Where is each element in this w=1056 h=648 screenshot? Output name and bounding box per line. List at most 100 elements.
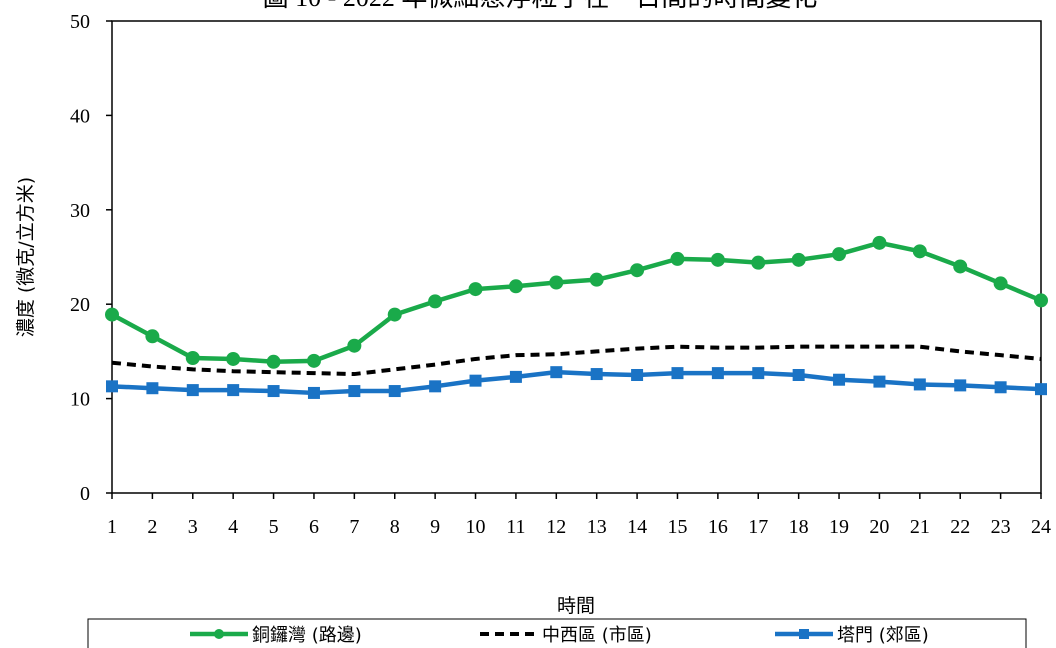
data-point (186, 384, 199, 397)
x-tick-label: 20 (869, 516, 889, 538)
data-point (630, 263, 645, 278)
legend-label: 塔門 (郊區) (837, 625, 929, 646)
x-tick-label: 5 (269, 516, 279, 538)
data-point (106, 380, 118, 393)
data-point (994, 381, 1007, 394)
data-point (791, 252, 806, 267)
legend-item: 銅鑼灣 (路邊) (190, 625, 362, 646)
data-point (388, 385, 401, 398)
x-tick-label: 1 (107, 516, 117, 538)
data-point (751, 255, 766, 270)
data-point (347, 338, 362, 353)
data-point (1035, 383, 1047, 396)
data-point (105, 307, 119, 322)
y-tick-label: 20 (70, 294, 90, 316)
series-銅鑼灣-路邊 (105, 235, 1048, 369)
x-tick-label: 2 (147, 516, 157, 538)
data-point (348, 385, 361, 398)
data-point (631, 369, 644, 381)
x-tick-label: 17 (748, 516, 768, 538)
y-axis: 0 10 20 30 40 50 (70, 11, 112, 505)
y-tick-label: 10 (70, 389, 90, 411)
series-layer (105, 235, 1048, 399)
x-tick-label: 15 (667, 516, 687, 538)
y-tick-label: 50 (70, 11, 90, 33)
data-point (469, 374, 482, 387)
data-point (509, 370, 522, 383)
y-tick-label: 40 (70, 105, 90, 127)
data-point (752, 367, 765, 380)
data-point (429, 380, 442, 393)
data-point (872, 235, 887, 250)
series-line (111, 369, 1042, 396)
x-tick-label: 24 (1031, 516, 1051, 538)
x-tick-label: 22 (950, 516, 970, 538)
data-point (146, 382, 159, 395)
data-point (670, 251, 685, 266)
data-point (226, 351, 241, 366)
x-tick-label: 18 (789, 516, 809, 538)
series-line (110, 240, 1042, 365)
x-tick-label: 23 (991, 516, 1011, 538)
data-point (1034, 293, 1048, 308)
data-point (550, 366, 563, 379)
series-中西區-市區 (111, 344, 1042, 377)
legend-marker (799, 629, 809, 639)
x-tick-label: 19 (829, 516, 849, 538)
x-tick-label: 16 (708, 516, 728, 538)
x-tick-label: 10 (466, 516, 486, 538)
plot-area (111, 20, 1042, 494)
x-axis-label: 時間 (557, 595, 595, 617)
legend-label: 中西區 (市區) (542, 625, 652, 646)
data-point (145, 329, 160, 344)
x-tick-label: 7 (349, 516, 359, 538)
x-tick-label: 3 (188, 516, 198, 538)
data-point (306, 353, 321, 368)
chart-title: 圖 10 - 2022 年微細懸浮粒子在一日間的時間變化 (263, 0, 818, 12)
x-tick-label: 4 (228, 516, 238, 538)
y-tick-label: 30 (70, 200, 90, 222)
legend-item: 塔門 (郊區) (775, 625, 929, 646)
data-point (953, 259, 968, 274)
series-line (111, 344, 1042, 377)
legend-label: 銅鑼灣 (路邊) (252, 625, 362, 646)
legend-box (87, 618, 1027, 648)
data-point (508, 279, 523, 294)
data-point (671, 367, 684, 380)
data-point (993, 276, 1008, 291)
x-tick-label: 13 (587, 516, 607, 538)
y-tick-label: 0 (80, 483, 90, 505)
x-tick-label: 6 (309, 516, 319, 538)
data-point (710, 252, 725, 267)
data-point (387, 307, 402, 322)
data-point (832, 247, 847, 262)
data-point (590, 368, 603, 381)
data-point (589, 272, 604, 287)
data-point (711, 367, 724, 380)
data-point (833, 373, 846, 386)
data-point (428, 294, 443, 309)
data-point (307, 386, 320, 399)
legend: 銅鑼灣 (路邊) 中西區 (市區) 塔門 (郊區) (190, 625, 929, 646)
data-point (912, 244, 927, 259)
data-point (185, 351, 200, 366)
data-point (954, 379, 967, 392)
data-point (267, 385, 280, 398)
data-point (227, 384, 240, 397)
x-tick-label: 14 (627, 516, 647, 538)
data-point (549, 275, 564, 290)
x-tick-label: 11 (506, 516, 525, 538)
x-tick-label: 21 (910, 516, 930, 538)
x-axis: 1 2 3 4 5 6 7 8 9 10 11 12 13 14 15 16 17 18 19 20 21 22 23 24 (107, 493, 1051, 538)
series-塔門-郊區 (106, 366, 1047, 399)
data-point (468, 282, 483, 297)
x-tick-label: 12 (546, 516, 566, 538)
data-point (266, 354, 281, 369)
legend-item: 中西區 (市區) (480, 625, 652, 646)
data-point (792, 369, 805, 381)
data-point (873, 375, 886, 388)
data-point (913, 378, 926, 391)
x-tick-label: 8 (390, 516, 400, 538)
y-axis-label: 濃度 (微克/立方米) (15, 177, 37, 337)
